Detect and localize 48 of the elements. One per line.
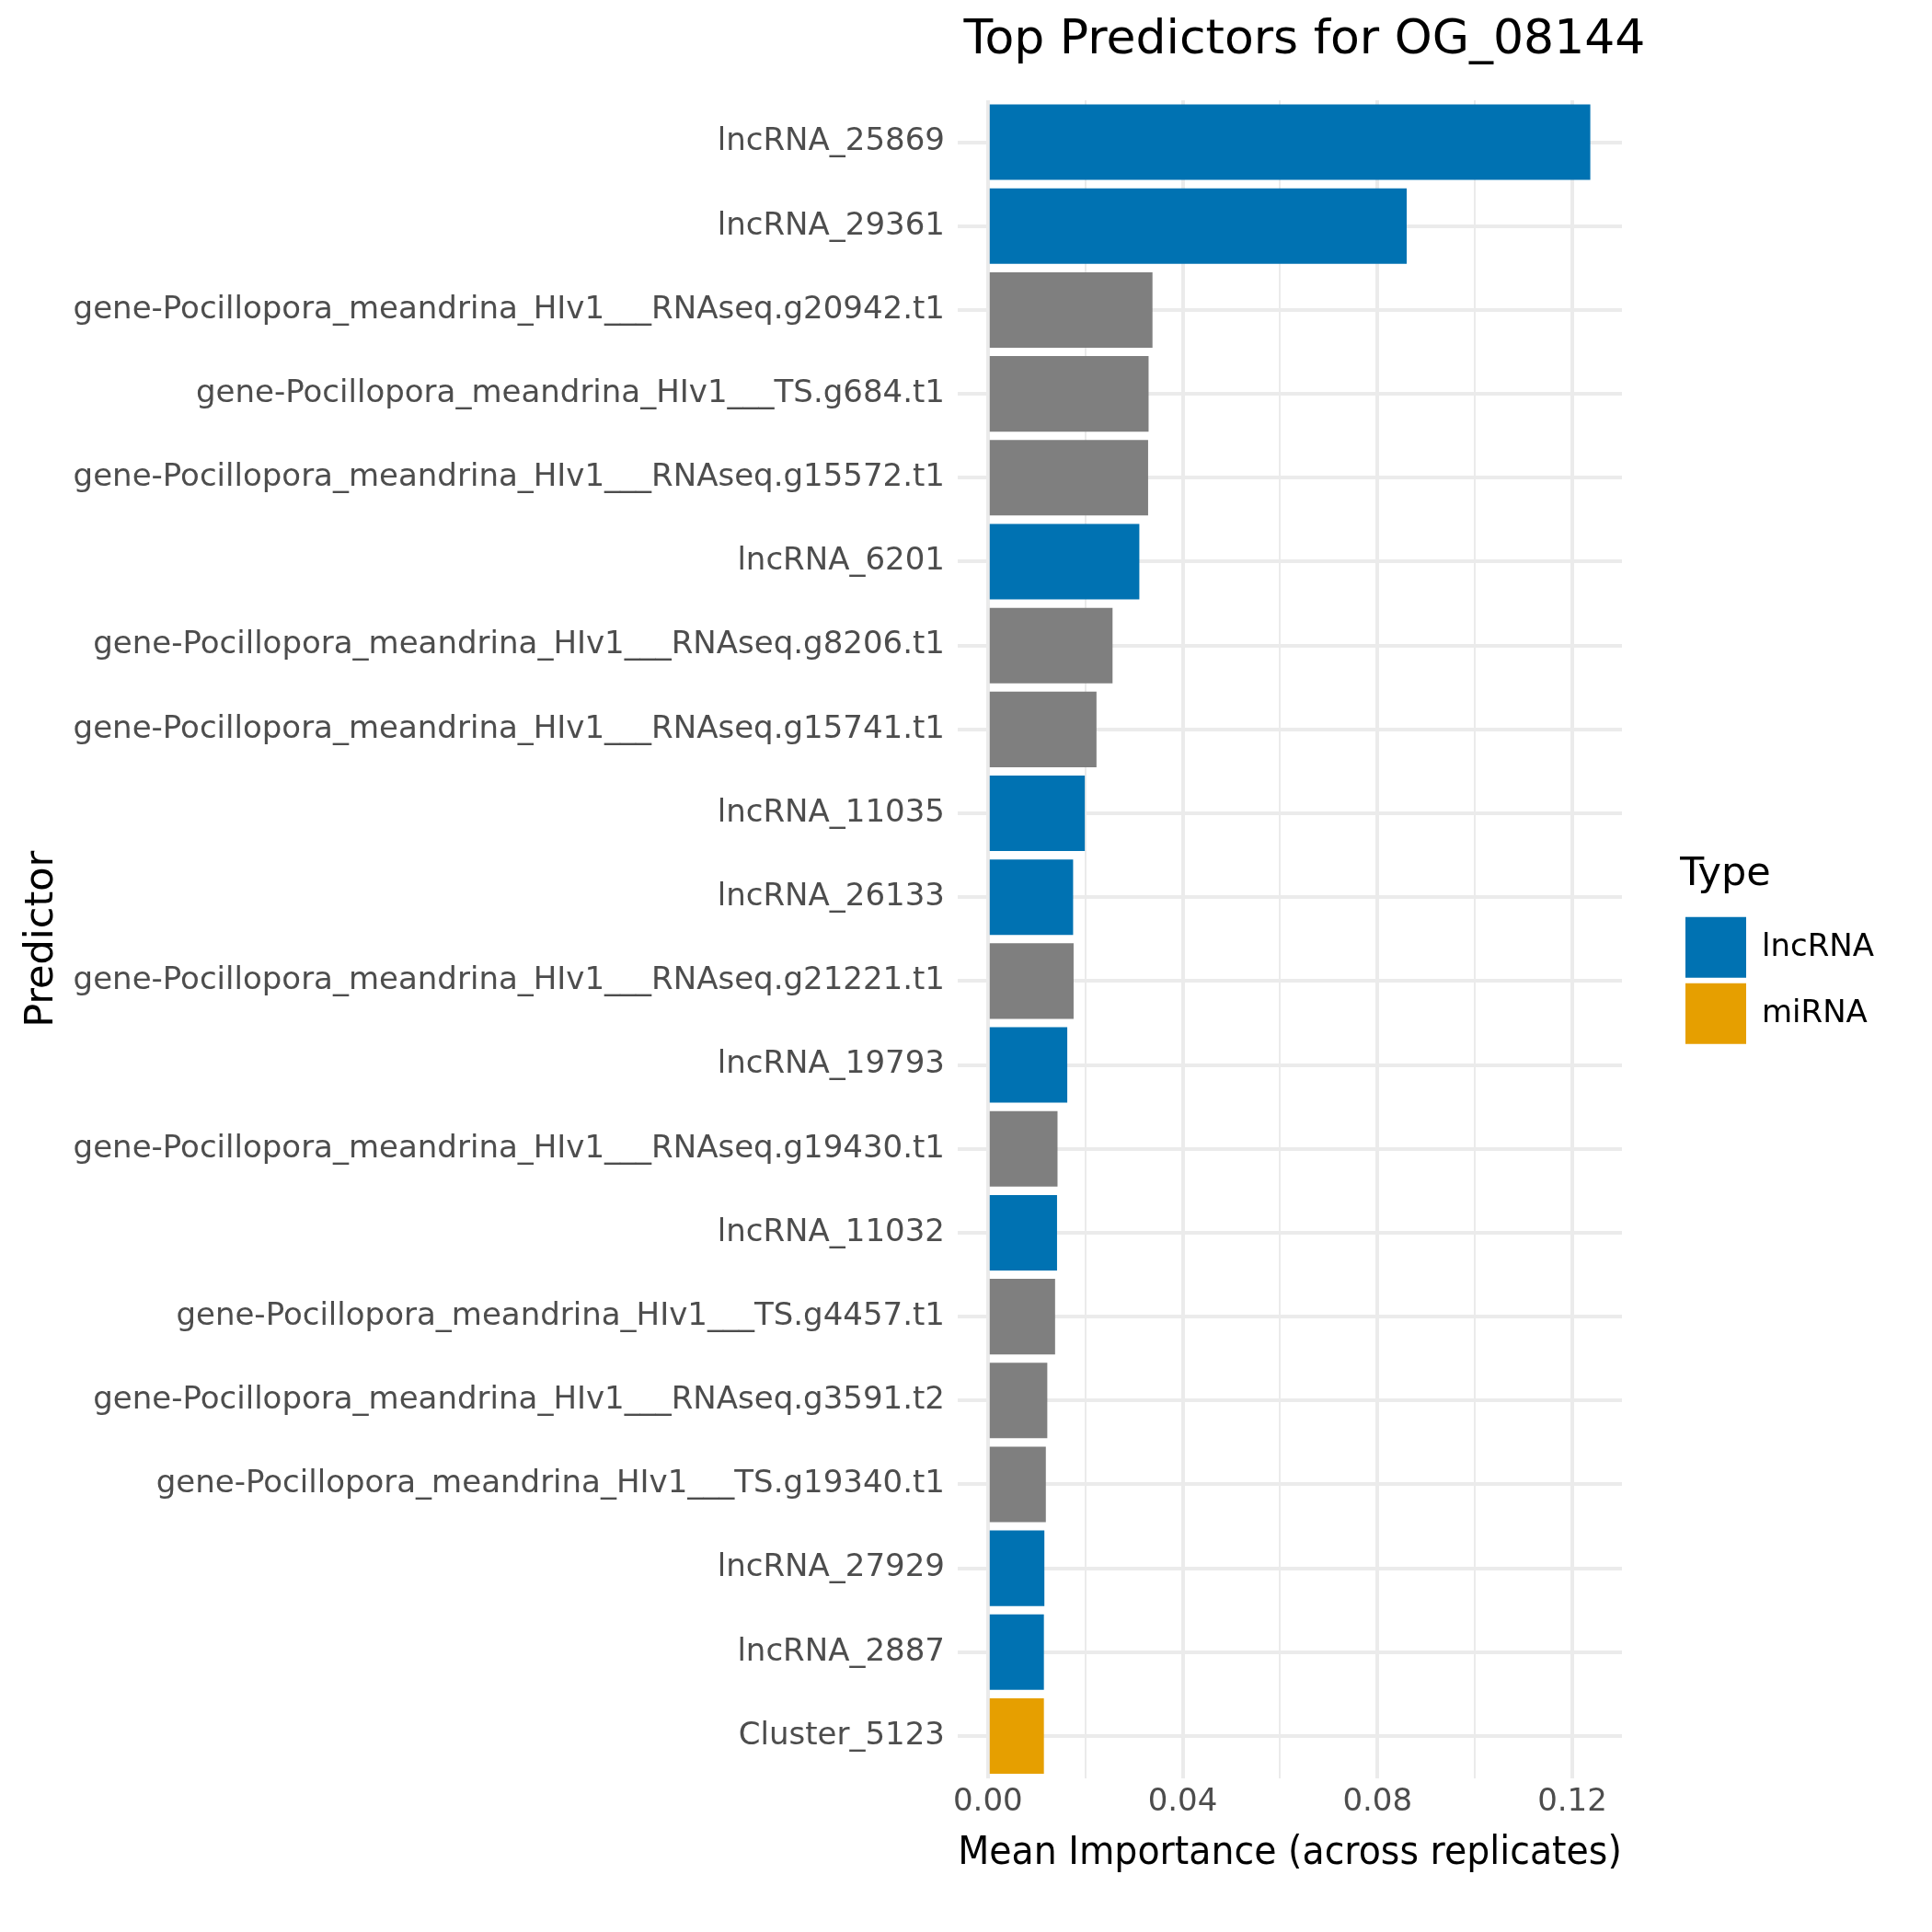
bar <box>989 859 1074 936</box>
y-tick-label: gene-Pocillopora_meandrina_HIv1___RNAseq.g3591.t2 <box>93 1379 945 1417</box>
y-tick-label: lncRNA_11032 <box>717 1211 945 1248</box>
y-tick-label: gene-Pocillopora_meandrina_HIv1___RNAseq.g20942.t1 <box>73 288 945 326</box>
y-tick-label: gene-Pocillopora_meandrina_HIv1___RNAseq.g8206.t1 <box>93 624 945 661</box>
x-tick-label: 0.08 <box>1342 1780 1413 1818</box>
chart-title: Top Predictors for OG_08144 <box>962 8 1646 64</box>
y-axis-title: Predictor <box>15 850 62 1028</box>
bar <box>989 1279 1055 1355</box>
y-tick-label: Cluster_5123 <box>738 1714 945 1752</box>
bar <box>989 691 1097 767</box>
y-tick-label: lncRNA_6201 <box>737 540 945 578</box>
x-axis-title: Mean Importance (across replicates) <box>958 1827 1622 1874</box>
bar <box>989 776 1086 852</box>
bar <box>989 440 1148 516</box>
x-tick-label: 0.12 <box>1537 1780 1607 1818</box>
bar <box>989 1614 1044 1690</box>
bar <box>989 607 1113 684</box>
y-tick-label: gene-Pocillopora_meandrina_HIv1___RNAseq.g21221.t1 <box>73 960 945 997</box>
x-tick-label: 0.04 <box>1147 1780 1218 1818</box>
bar <box>989 1530 1045 1606</box>
bar <box>989 271 1153 348</box>
bar <box>989 523 1140 600</box>
y-tick-label: lncRNA_29361 <box>717 204 945 242</box>
legend-title: Type <box>1679 847 1771 894</box>
y-tick-label: gene-Pocillopora_meandrina_HIv1___TS.g4457.t1 <box>176 1294 945 1332</box>
y-tick-label: gene-Pocillopora_meandrina_HIv1___RNAseq.g15741.t1 <box>73 707 945 745</box>
y-tick-label: lncRNA_2887 <box>737 1630 945 1668</box>
bar <box>989 356 1149 432</box>
y-tick-label: gene-Pocillopora_meandrina_HIv1___RNAseq.g19430.t1 <box>73 1127 945 1165</box>
bar <box>989 1697 1044 1775</box>
legend-label: miRNA <box>1762 992 1868 1029</box>
bar <box>989 1110 1058 1187</box>
bar <box>989 1027 1068 1103</box>
bar <box>989 943 1074 1019</box>
y-tick-label: lncRNA_26133 <box>717 876 945 914</box>
y-tick-label: lncRNA_11035 <box>717 791 945 829</box>
y-tick-label: lncRNA_19793 <box>717 1043 945 1081</box>
x-tick-label: 0.00 <box>952 1780 1023 1818</box>
y-tick-label: gene-Pocillopora_meandrina_HIv1___RNAseq.g15572.t1 <box>73 456 945 494</box>
y-tick-label: lncRNA_25869 <box>717 121 945 158</box>
bar <box>989 1363 1048 1439</box>
bar <box>989 1446 1046 1523</box>
y-tick-label: lncRNA_27929 <box>717 1547 945 1584</box>
y-tick-label: gene-Pocillopora_meandrina_HIv1___TS.g19340.t1 <box>155 1463 945 1501</box>
y-tick-label: gene-Pocillopora_meandrina_HIv1___TS.g684.t1 <box>196 372 945 409</box>
legend-label: lncRNA <box>1762 926 1875 963</box>
bar <box>989 1194 1057 1271</box>
